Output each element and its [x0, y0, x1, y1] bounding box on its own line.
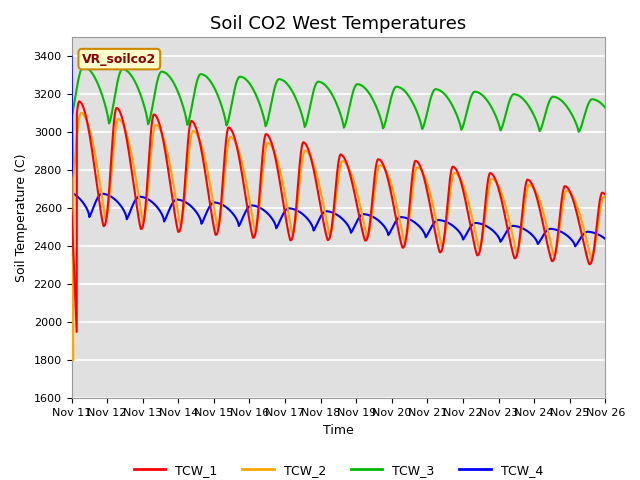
- X-axis label: Time: Time: [323, 424, 354, 437]
- Text: VR_soilco2: VR_soilco2: [82, 53, 156, 66]
- Legend: TCW_1, TCW_2, TCW_3, TCW_4: TCW_1, TCW_2, TCW_3, TCW_4: [129, 459, 548, 480]
- Title: Soil CO2 West Temperatures: Soil CO2 West Temperatures: [211, 15, 467, 33]
- Y-axis label: Soil Temperature (C): Soil Temperature (C): [15, 154, 28, 282]
